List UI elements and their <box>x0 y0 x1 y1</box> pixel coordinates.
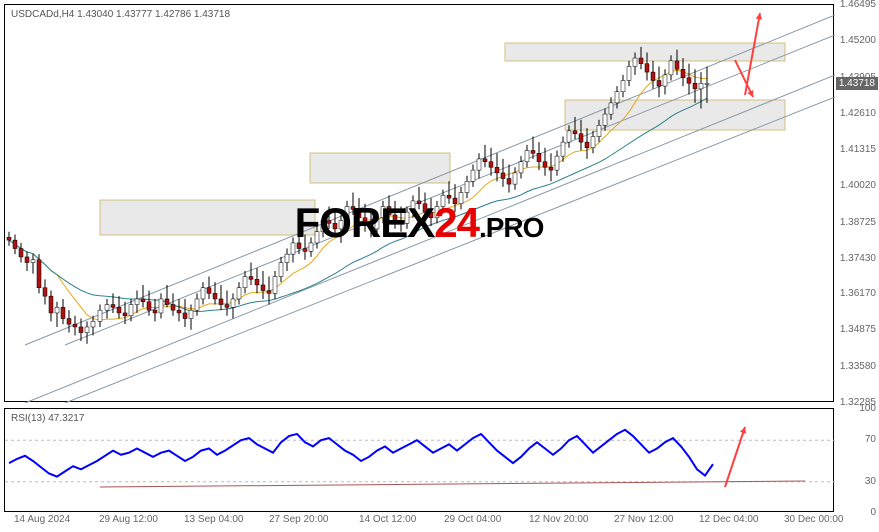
watermark: FOREX24.PRO <box>295 199 544 247</box>
rsi-y-axis: 03070100 <box>833 409 878 511</box>
watermark-num: 24 <box>434 199 479 246</box>
rsi-chart-title: RSI(13) 47.3217 <box>11 413 84 424</box>
current-price-badge: 1.43718 <box>836 77 878 90</box>
price-chart[interactable]: USDCADd,H4 1.43040 1.43777 1.42786 1.437… <box>4 4 834 402</box>
rsi-chart-canvas <box>5 409 835 513</box>
price-chart-title: USDCADd,H4 1.43040 1.43777 1.42786 1.437… <box>11 9 230 20</box>
watermark-forex: FOREX <box>295 199 435 246</box>
rsi-chart[interactable]: RSI(13) 47.3217 03070100 <box>4 408 834 512</box>
watermark-pro: .PRO <box>479 212 543 243</box>
price-y-axis: 1.322851.335801.348751.361701.374301.387… <box>833 5 878 401</box>
x-axis: 14 Aug 202429 Aug 12:0013 Sep 04:0027 Se… <box>4 514 834 532</box>
